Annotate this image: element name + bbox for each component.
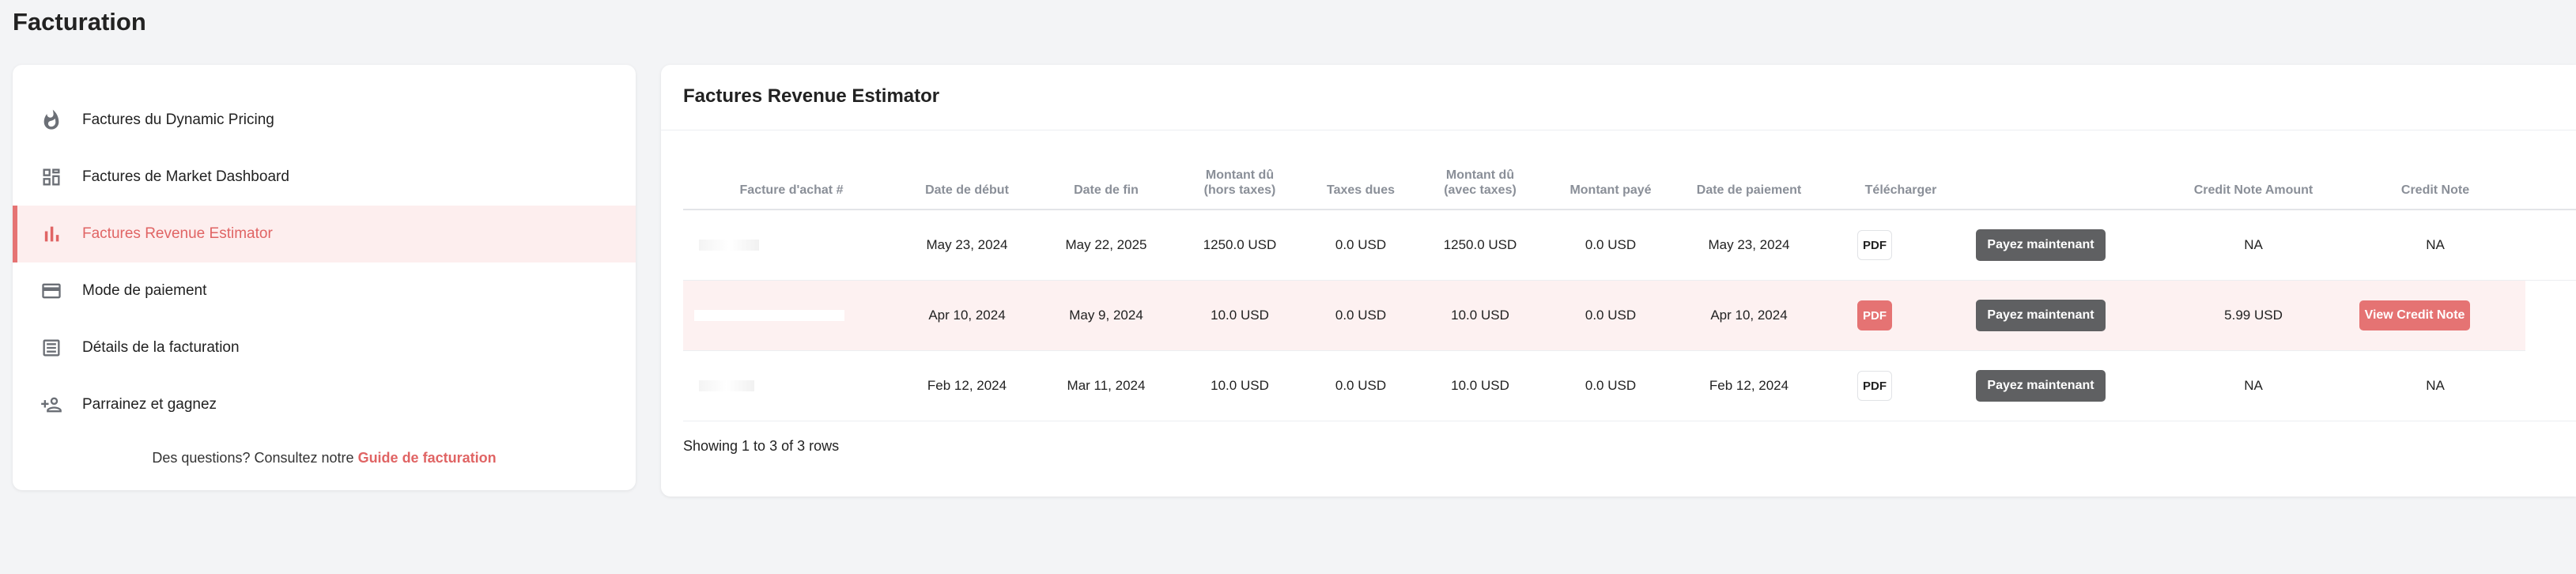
billing-guide-link[interactable]: Guide de facturation xyxy=(357,450,497,466)
sidebar-item-label: Factures Revenue Estimator xyxy=(82,225,273,242)
sidebar-item-market-dashboard[interactable]: Factures de Market Dashboard xyxy=(13,149,636,206)
col-taxes[interactable]: Taxes dues xyxy=(1327,183,1395,197)
col-amount-ttc-line1: Montant dû xyxy=(1445,168,1515,182)
redacted-invoice-number xyxy=(699,380,754,391)
cell-end-date: May 22, 2025 xyxy=(1065,237,1147,252)
view-credit-note-button[interactable]: View Credit Note xyxy=(2359,300,2470,330)
cell-end-date: May 9, 2024 xyxy=(1069,308,1143,323)
dashboard-grid-icon xyxy=(40,165,63,189)
cell-taxes: 0.0 USD xyxy=(1335,308,1387,323)
pay-now-button[interactable]: Payez maintenant xyxy=(1976,300,2106,331)
sidebar-item-dynamic-pricing[interactable]: Factures du Dynamic Pricing xyxy=(13,92,636,149)
cell-credit-note: NA xyxy=(2426,378,2445,393)
cell-amount-ht: 10.0 USD xyxy=(1211,308,1269,323)
cell-amount-ttc: 10.0 USD xyxy=(1451,308,1509,323)
col-download[interactable]: Télécharger xyxy=(1864,183,1937,197)
sidebar-item-label: Factures de Market Dashboard xyxy=(82,168,289,185)
col-credit-note[interactable]: Credit Note xyxy=(2400,183,2470,197)
pay-now-button[interactable]: Payez maintenant xyxy=(1976,370,2106,402)
flame-icon xyxy=(40,108,63,132)
document-list-icon xyxy=(40,336,63,360)
pdf-download-button[interactable]: PDF xyxy=(1857,300,1892,330)
col-amount-ht-line1: Montant dû xyxy=(1205,168,1275,182)
sidebar-item-label: Factures du Dynamic Pricing xyxy=(82,111,274,128)
cell-paid: 0.0 USD xyxy=(1585,378,1637,393)
cell-start-date: May 23, 2024 xyxy=(926,237,1008,252)
help-footer: Des questions? Consultez notre Guide de … xyxy=(13,450,636,466)
cell-payment-date: Apr 10, 2024 xyxy=(1710,308,1788,323)
col-start-date[interactable]: Date de début xyxy=(925,183,1009,197)
cell-taxes: 0.0 USD xyxy=(1335,378,1387,393)
cell-amount-ttc: 10.0 USD xyxy=(1451,378,1509,393)
sidebar-item-revenue-estimator[interactable]: Factures Revenue Estimator xyxy=(13,206,636,262)
pay-now-button[interactable]: Payez maintenant xyxy=(1976,229,2106,261)
cell-credit-amount: 5.99 USD xyxy=(2224,308,2283,323)
sidebar-item-billing-details[interactable]: Détails de la facturation xyxy=(13,319,636,376)
cell-payment-date: Feb 12, 2024 xyxy=(1709,378,1789,393)
pdf-download-button[interactable]: PDF xyxy=(1857,230,1892,260)
invoices-panel: Factures Revenue Estimator Facture d'ach… xyxy=(661,65,2576,497)
cell-amount-ht: 1250.0 USD xyxy=(1203,237,1277,252)
cell-credit-amount: NA xyxy=(2244,378,2263,393)
cell-paid: 0.0 USD xyxy=(1585,237,1637,252)
page-title: Facturation xyxy=(13,8,146,36)
credit-card-icon xyxy=(40,279,63,303)
cell-credit-amount: NA xyxy=(2244,237,2263,252)
sidebar-item-label: Détails de la facturation xyxy=(82,339,240,356)
cell-end-date: Mar 11, 2024 xyxy=(1067,378,1146,393)
help-text: Des questions? Consultez notre xyxy=(152,450,354,466)
col-amount-ht-line2: (hors taxes) xyxy=(1203,183,1276,197)
col-invoice[interactable]: Facture d'achat # xyxy=(739,183,844,197)
cell-payment-date: May 23, 2024 xyxy=(1708,237,1790,252)
cell-taxes: 0.0 USD xyxy=(1335,237,1387,252)
col-amount-ttc-line2: (avec taxes) xyxy=(1444,183,1517,197)
col-credit-amount[interactable]: Credit Note Amount xyxy=(2193,183,2313,197)
sidebar-item-payment-method[interactable]: Mode de paiement xyxy=(13,262,636,319)
col-end-date[interactable]: Date de fin xyxy=(1074,183,1139,197)
cell-start-date: Apr 10, 2024 xyxy=(928,308,1006,323)
table-row: Apr 10, 2024 May 9, 2024 10.0 USD 0.0 US… xyxy=(683,281,2525,351)
add-person-icon xyxy=(40,393,63,417)
col-amount-ht[interactable]: Montant dû (hors taxes) xyxy=(1204,168,1276,198)
panel-title: Factures Revenue Estimator xyxy=(683,85,940,107)
redacted-invoice-number xyxy=(699,240,759,251)
col-amount-ttc[interactable]: Montant dû (avec taxes) xyxy=(1444,168,1517,198)
billing-sidebar: Factures du Dynamic Pricing Factures de … xyxy=(13,65,636,490)
col-paid[interactable]: Montant payé xyxy=(1569,183,1652,197)
invoices-table: Facture d'achat # Date de début Date de … xyxy=(683,158,2576,421)
col-payment-date[interactable]: Date de paiement xyxy=(1696,183,1802,197)
cell-start-date: Feb 12, 2024 xyxy=(927,378,1007,393)
cell-credit-note: NA xyxy=(2426,237,2445,252)
table-header: Facture d'achat # Date de début Date de … xyxy=(683,158,2576,210)
sidebar-item-referral[interactable]: Parrainez et gagnez xyxy=(13,376,636,433)
cell-amount-ht: 10.0 USD xyxy=(1211,378,1269,393)
pdf-download-button[interactable]: PDF xyxy=(1857,371,1892,401)
table-row: May 23, 2024 May 22, 2025 1250.0 USD 0.0… xyxy=(683,210,2576,281)
cell-amount-ttc: 1250.0 USD xyxy=(1443,237,1517,252)
sidebar-item-label: Parrainez et gagnez xyxy=(82,396,217,413)
redacted-invoice-number xyxy=(694,310,844,321)
sidebar-item-label: Mode de paiement xyxy=(82,282,207,299)
cell-paid: 0.0 USD xyxy=(1585,308,1637,323)
bar-chart-icon xyxy=(40,222,63,246)
pagination-info: Showing 1 to 3 of 3 rows xyxy=(683,438,840,454)
table-row: Feb 12, 2024 Mar 11, 2024 10.0 USD 0.0 U… xyxy=(683,351,2576,421)
